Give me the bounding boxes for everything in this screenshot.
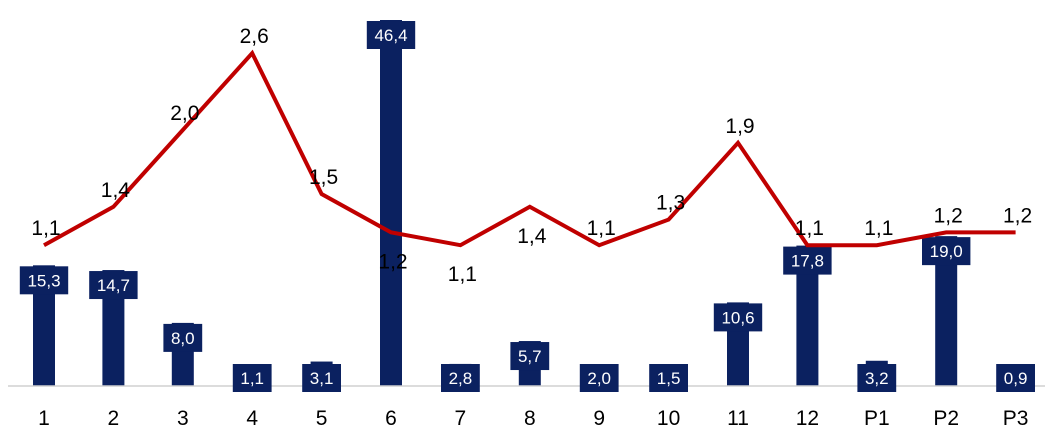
bar-label-1: 15,3 <box>19 266 69 295</box>
bar-label-P3: 0,9 <box>996 364 1035 392</box>
line-label-P3: 1,2 <box>1003 204 1032 227</box>
bar-label-4: 1,1 <box>232 364 272 392</box>
bar-label-box <box>366 21 416 49</box>
ratio-line <box>43 49 1016 248</box>
bar-data-labels: 15,3 14,7 8,0 1,1 3,1 46,4 2,8 5,7 2,0 1,5 10,6 17,… <box>19 21 1035 392</box>
bar-label-P2: 19,0 <box>922 237 971 266</box>
bar-label-P1: 3,2 <box>857 364 897 392</box>
bar-label-text: 14,7 <box>97 276 130 295</box>
bar-label-5: 3,1 <box>302 364 341 392</box>
x-tick-5: 5 <box>316 407 328 430</box>
line-label-4: 2,6 <box>240 25 269 48</box>
line-series <box>43 49 1016 248</box>
x-tick-11: 11 <box>727 407 749 430</box>
bar-label-box <box>232 364 272 392</box>
bar-label-box <box>302 364 341 392</box>
bar-label-text: 17,8 <box>791 252 824 271</box>
bar-12 <box>796 245 819 386</box>
x-tick-1: 1 <box>38 407 50 430</box>
bar-label-box <box>441 364 480 392</box>
bar-label-box <box>922 237 971 266</box>
line-label-9: 1,1 <box>587 217 616 240</box>
x-tick-3: 3 <box>177 407 189 430</box>
bar-label-box <box>163 323 203 352</box>
bar-label-box <box>89 271 138 300</box>
line-label-12: 1,1 <box>795 217 824 240</box>
bar-label-text: 2,8 <box>449 369 473 388</box>
line-label-1: 1,1 <box>31 217 60 240</box>
bar-label-text: 1,1 <box>240 369 264 388</box>
bar-label-text: 5,7 <box>518 347 542 366</box>
bar-label-11: 10,6 <box>713 303 763 332</box>
bar-label-2: 14,7 <box>89 271 138 300</box>
bar-label-box <box>649 364 688 392</box>
x-tick-P3: P3 <box>1003 407 1029 430</box>
x-tick-P2: P2 <box>933 407 959 430</box>
bar-label-text: 15,3 <box>27 271 60 290</box>
bar-label-6: 46,4 <box>366 21 416 49</box>
line-label-5: 1,5 <box>309 166 338 189</box>
bar-label-text: 0,9 <box>1004 369 1028 388</box>
bar-P2 <box>935 236 958 386</box>
x-tick-2: 2 <box>108 407 120 430</box>
line-label-P1: 1,1 <box>864 217 893 240</box>
bar-label-12: 17,8 <box>783 246 832 275</box>
bar-label-text: 2,0 <box>587 369 611 388</box>
bar-label-text: 1,5 <box>657 369 681 388</box>
bar-label-7: 2,8 <box>441 364 480 392</box>
x-tick-P1: P1 <box>864 407 890 430</box>
line-label-10: 1,3 <box>656 192 685 215</box>
bar-label-text: 19,0 <box>930 242 963 261</box>
bar-label-text: 3,1 <box>310 369 334 388</box>
x-tick-8: 8 <box>524 407 536 430</box>
x-tick-7: 7 <box>455 407 467 430</box>
x-tick-12: 12 <box>796 407 819 430</box>
line-label-P2: 1,2 <box>934 204 963 227</box>
line-label-3: 2,0 <box>170 102 199 125</box>
line-label-6: 1,2 <box>378 250 407 273</box>
bar-label-text: 10,6 <box>721 308 754 327</box>
bar-1 <box>33 265 55 386</box>
bar-label-8: 5,7 <box>510 342 550 371</box>
bar-6 <box>380 20 402 386</box>
x-tick-9: 9 <box>593 407 605 430</box>
bar-label-box <box>857 364 897 392</box>
x-tick-10: 10 <box>657 407 680 430</box>
line-label-11: 1,9 <box>725 115 754 138</box>
line-data-labels: 1,1 1,4 2,0 2,6 1,5 1,2 1,1 1,4 1,1 1,3 1,9 1,1 1,1 1… <box>31 25 1032 286</box>
bar-label-10: 1,5 <box>649 364 688 392</box>
bar-label-box <box>19 266 69 295</box>
bar-label-text: 8,0 <box>171 329 195 348</box>
bar-label-text: 3,2 <box>865 369 889 388</box>
line-label-8: 1,4 <box>517 225 547 248</box>
x-tick-4: 4 <box>246 407 258 430</box>
bar-label-box <box>713 303 763 332</box>
bar-label-9: 2,0 <box>579 364 619 392</box>
bar-label-box <box>579 364 619 392</box>
bar-label-box <box>783 246 832 275</box>
x-tick-labels: 1 2 3 4 5 6 7 8 9 10 11 12 P1 P2 P3 <box>38 407 1028 430</box>
line-label-2: 1,4 <box>101 179 131 202</box>
x-tick-6: 6 <box>385 407 397 430</box>
bar-label-text: 46,4 <box>374 26 407 45</box>
bar-label-box <box>510 342 550 371</box>
bar-label-box <box>996 364 1035 392</box>
line-label-7: 1,1 <box>448 263 477 286</box>
bar-label-3: 8,0 <box>163 323 203 352</box>
